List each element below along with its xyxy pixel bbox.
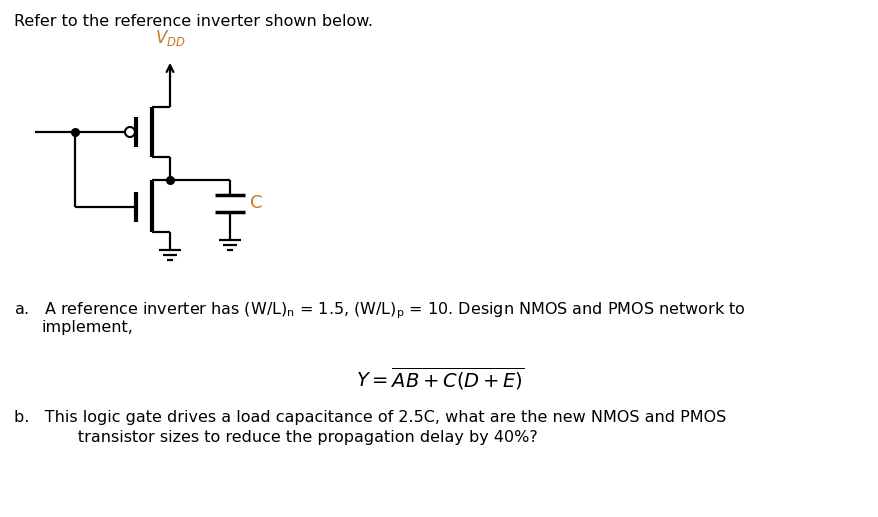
Text: a.   A reference inverter has (W/L)$_\mathregular{n}$ = 1.5, (W/L)$_\mathregular: a. A reference inverter has (W/L)$_\math… [14,300,745,321]
Text: C: C [249,194,263,212]
Text: b.   This logic gate drives a load capacitance of 2.5C, what are the new NMOS an: b. This logic gate drives a load capacit… [14,410,725,425]
Text: transistor sizes to reduce the propagation delay by 40%?: transistor sizes to reduce the propagati… [42,430,537,445]
Text: implement,: implement, [42,320,133,335]
Text: $V_{DD}$: $V_{DD}$ [155,28,185,48]
Text: $Y = \overline{AB + C(D + E)}$: $Y = \overline{AB + C(D + E)}$ [356,365,523,391]
Text: Refer to the reference inverter shown below.: Refer to the reference inverter shown be… [14,14,372,29]
